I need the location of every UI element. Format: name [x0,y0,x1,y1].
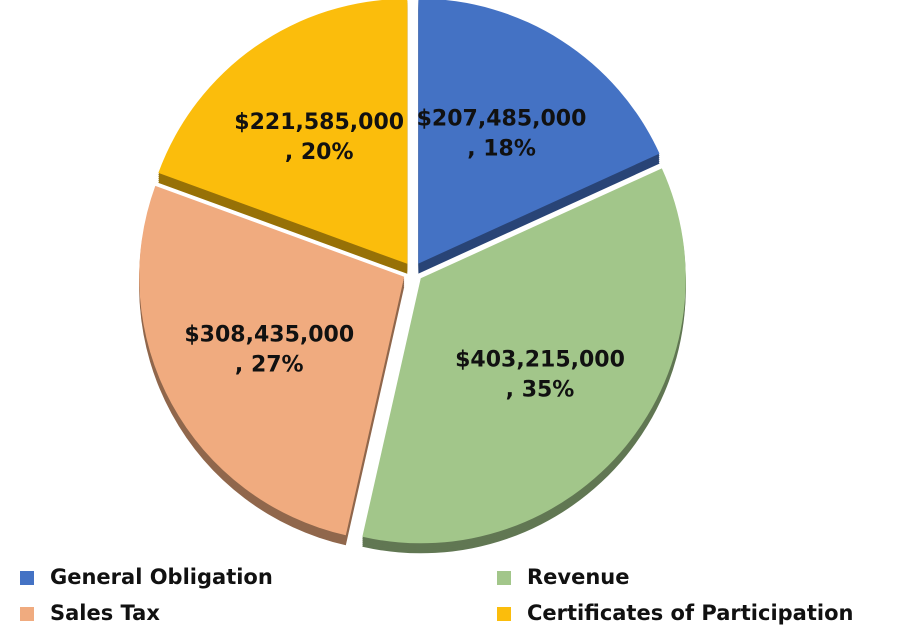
legend-label: Revenue [527,565,630,589]
data-label: $403,215,000 [455,347,625,372]
legend-label: General Obligation [50,565,273,589]
data-label: , 20% [285,140,354,165]
legend-swatch [20,571,34,585]
legend-swatch [497,607,511,621]
legend-label: Sales Tax [50,601,160,625]
legend-swatch [20,607,34,621]
data-label: , 18% [467,136,536,161]
data-label: $221,585,000 [234,110,404,135]
slice [139,185,405,536]
slice [158,0,408,264]
slice [362,168,686,544]
data-label: , 35% [506,377,575,402]
slice [418,0,660,264]
data-label: $207,485,000 [417,106,587,131]
legend-swatch [497,571,511,585]
data-label: $308,435,000 [184,322,354,347]
legend-label: Certificates of Participation [527,601,853,625]
data-label: , 27% [235,352,304,377]
